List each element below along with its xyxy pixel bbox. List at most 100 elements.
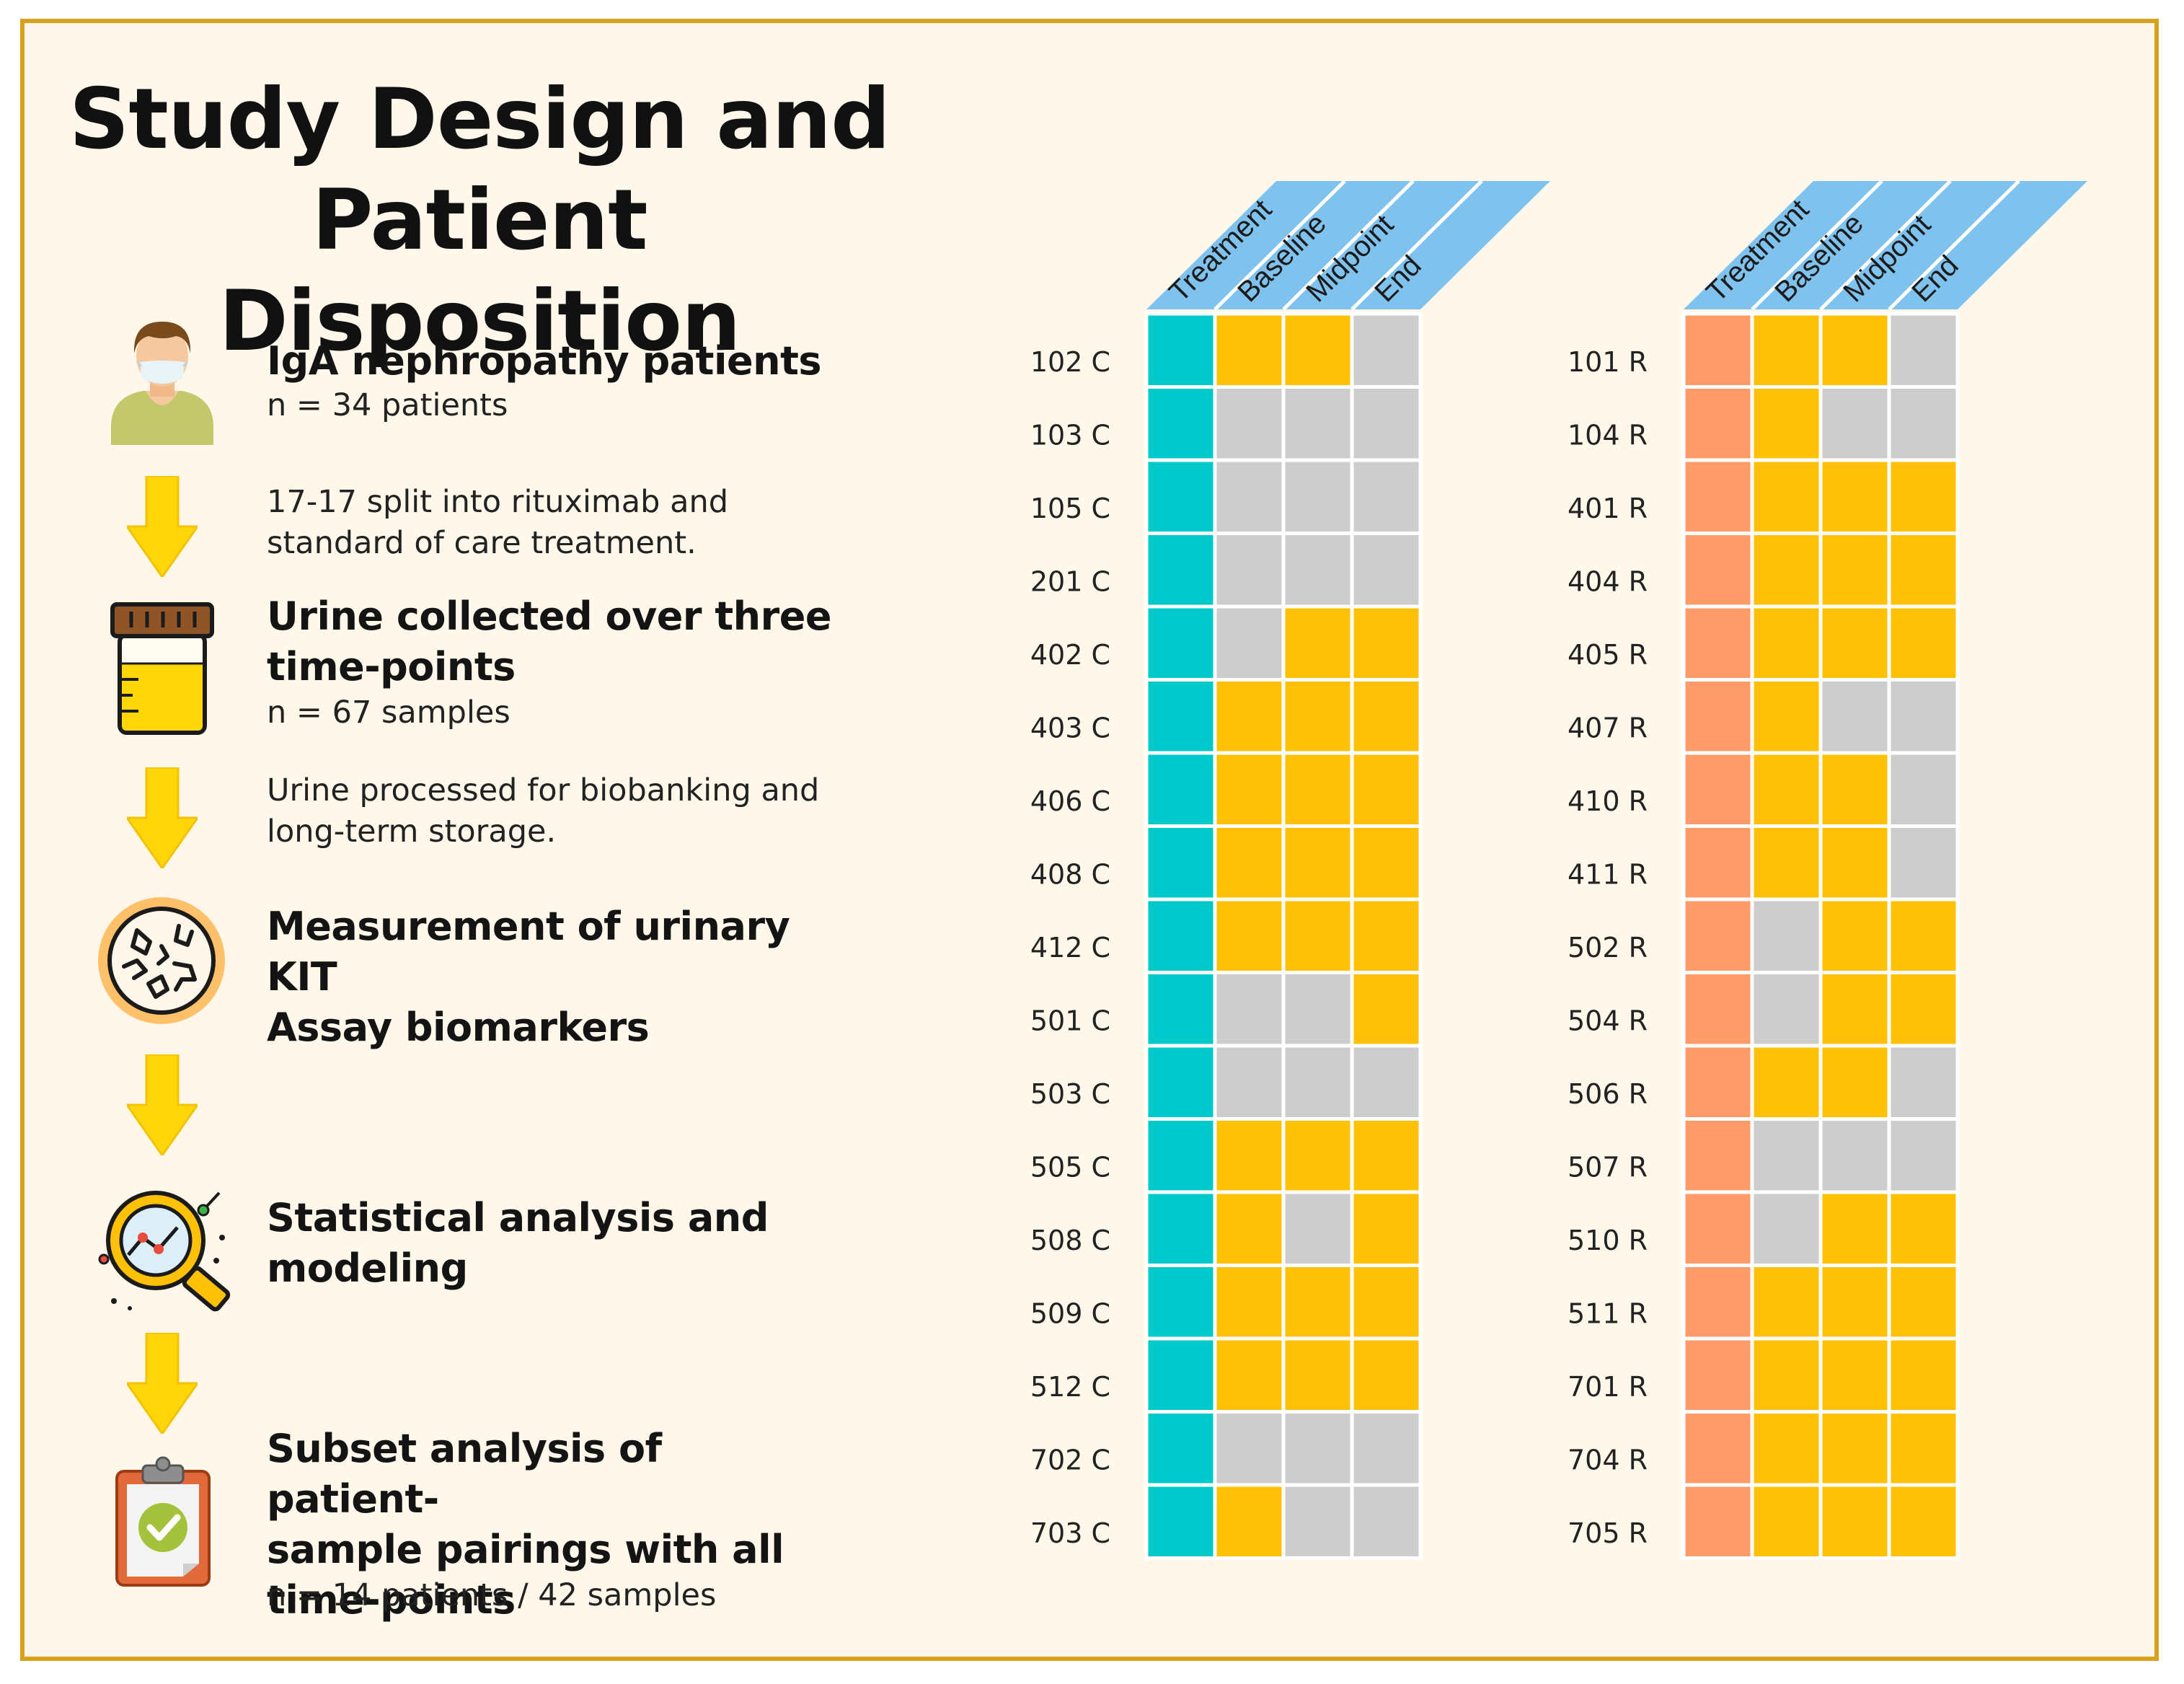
control-sample-cell-midpoint <box>1281 1264 1354 1341</box>
rituximab-sample-cell-baseline <box>1750 751 1823 828</box>
control-header-divider <box>1282 180 1415 311</box>
rituximab-sample-cell-baseline <box>1750 824 1823 901</box>
rituximab-sample-cell-baseline <box>1750 532 1823 609</box>
rituximab-row-label: 701 R <box>1568 1371 1648 1403</box>
step-statistics-title: Statistical analysis and modeling <box>267 1193 844 1294</box>
control-treatment-cell <box>1144 1410 1217 1487</box>
rituximab-row-label: 502 R <box>1568 932 1648 964</box>
rituximab-row-label: 401 R <box>1568 493 1648 524</box>
magnifier-chart-icon <box>98 1191 231 1312</box>
split-line-2: standard of care treatment. <box>267 525 697 561</box>
step-urine-count: n = 67 samples <box>267 695 510 731</box>
microbe-icon <box>98 897 225 1024</box>
rituximab-sample-cell-baseline <box>1750 1410 1823 1487</box>
rituximab-row-label: 104 R <box>1568 420 1648 451</box>
control-treatment-cell <box>1144 971 1217 1048</box>
control-row-label: 406 C <box>1030 785 1110 817</box>
control-sample-cell-baseline <box>1213 1044 1286 1121</box>
rituximab-row-label: 506 R <box>1568 1078 1648 1110</box>
control-sample-cell-baseline <box>1213 1190 1286 1267</box>
rituximab-row-label: 101 R <box>1568 346 1648 378</box>
control-treatment-cell <box>1144 1117 1217 1194</box>
rituximab-sample-cell-end <box>1887 312 1960 389</box>
control-treatment-cell <box>1144 897 1217 974</box>
control-treatment-cell <box>1144 1483 1217 1560</box>
statistics-title-line-1: Statistical analysis and <box>267 1195 769 1240</box>
step-subset-count: n = 14 patients / 42 samples <box>267 1577 717 1613</box>
control-sample-cell-end <box>1350 971 1423 1048</box>
control-row-label: 505 C <box>1030 1152 1110 1183</box>
rituximab-row-label: 511 R <box>1568 1298 1648 1330</box>
rituximab-sample-cell-midpoint <box>1818 312 1891 389</box>
rituximab-sample-cell-baseline <box>1750 1190 1823 1267</box>
control-sample-cell-baseline <box>1213 385 1286 462</box>
rituximab-sample-cell-baseline <box>1750 1336 1823 1414</box>
control-sample-cell-end <box>1350 751 1423 828</box>
rituximab-sample-cell-end <box>1887 751 1960 828</box>
control-sample-cell-end <box>1350 1117 1423 1194</box>
control-treatment-cell <box>1144 458 1217 535</box>
control-treatment-cell <box>1144 824 1217 901</box>
control-row-label: 105 C <box>1030 493 1110 524</box>
control-row-label: 702 C <box>1030 1445 1110 1476</box>
control-sample-cell-end <box>1350 385 1423 462</box>
control-sample-cell-baseline <box>1213 458 1286 535</box>
control-sample-cell-baseline <box>1213 824 1286 901</box>
control-treatment-cell <box>1144 1264 1217 1341</box>
control-sample-cell-midpoint <box>1281 385 1354 462</box>
control-row-label: 512 C <box>1030 1371 1110 1403</box>
step-subset-title: Subset analysis of patient- sample pairi… <box>267 1424 844 1626</box>
rituximab-row-label: 410 R <box>1568 785 1648 817</box>
rituximab-header-divider <box>1888 180 2020 311</box>
rituximab-sample-cell-end <box>1887 1044 1960 1121</box>
control-row-label: 102 C <box>1030 346 1110 378</box>
control-sample-cell-baseline <box>1213 1483 1286 1560</box>
rituximab-sample-cell-midpoint <box>1818 604 1891 682</box>
control-row-label: 503 C <box>1030 1078 1110 1110</box>
control-sample-cell-midpoint <box>1281 1044 1354 1121</box>
control-row-label: 403 C <box>1030 713 1110 744</box>
rituximab-treatment-cell <box>1681 458 1754 535</box>
rituximab-row-label: 405 R <box>1568 639 1648 671</box>
rituximab-sample-cell-baseline <box>1750 385 1823 462</box>
control-sample-cell-midpoint <box>1281 824 1354 901</box>
control-sample-cell-end <box>1350 1483 1423 1560</box>
rituximab-treatment-cell <box>1681 751 1754 828</box>
rituximab-sample-cell-baseline <box>1750 1117 1823 1194</box>
processing-line-2: long-term storage. <box>267 814 557 850</box>
control-sample-cell-end <box>1350 678 1423 755</box>
step-processing-note: Urine processed for biobanking and long-… <box>267 770 844 852</box>
rituximab-treatment-cell <box>1681 312 1754 389</box>
control-treatment-cell <box>1144 678 1217 755</box>
control-sample-cell-baseline <box>1213 1410 1286 1487</box>
urine-title-line-2: time-points <box>267 644 516 689</box>
subset-title-line-3: time-points <box>267 1577 516 1623</box>
control-sample-cell-baseline <box>1213 1264 1286 1341</box>
rituximab-sample-cell-baseline <box>1750 312 1823 389</box>
rituximab-sample-cell-end <box>1887 1410 1960 1487</box>
urine-title-line-1: Urine collected over three <box>267 594 832 639</box>
rituximab-treatment-cell <box>1681 1190 1754 1267</box>
down-arrow-icon <box>127 767 198 868</box>
rituximab-sample-cell-baseline <box>1750 971 1823 1048</box>
rituximab-sample-cell-end <box>1887 971 1960 1048</box>
rituximab-sample-cell-midpoint <box>1818 1264 1891 1341</box>
rituximab-treatment-cell <box>1681 824 1754 901</box>
rituximab-row-label: 404 R <box>1568 566 1648 598</box>
control-sample-cell-midpoint <box>1281 312 1354 389</box>
processing-line-1: Urine processed for biobanking and <box>267 772 820 808</box>
control-sample-cell-midpoint <box>1281 532 1354 609</box>
control-sample-cell-end <box>1350 312 1423 389</box>
control-row-label: 703 C <box>1030 1517 1110 1549</box>
control-sample-cell-end <box>1350 1264 1423 1341</box>
control-sample-cell-midpoint <box>1281 1336 1354 1414</box>
rituximab-sample-cell-midpoint <box>1818 532 1891 609</box>
rituximab-sample-cell-end <box>1887 1483 1960 1560</box>
split-line-1: 17-17 split into rituximab and <box>267 484 729 520</box>
rituximab-treatment-cell <box>1681 1336 1754 1414</box>
control-treatment-cell <box>1144 532 1217 609</box>
rituximab-sample-cell-baseline <box>1750 458 1823 535</box>
control-sample-cell-midpoint <box>1281 1117 1354 1194</box>
rituximab-sample-cell-end <box>1887 1336 1960 1414</box>
